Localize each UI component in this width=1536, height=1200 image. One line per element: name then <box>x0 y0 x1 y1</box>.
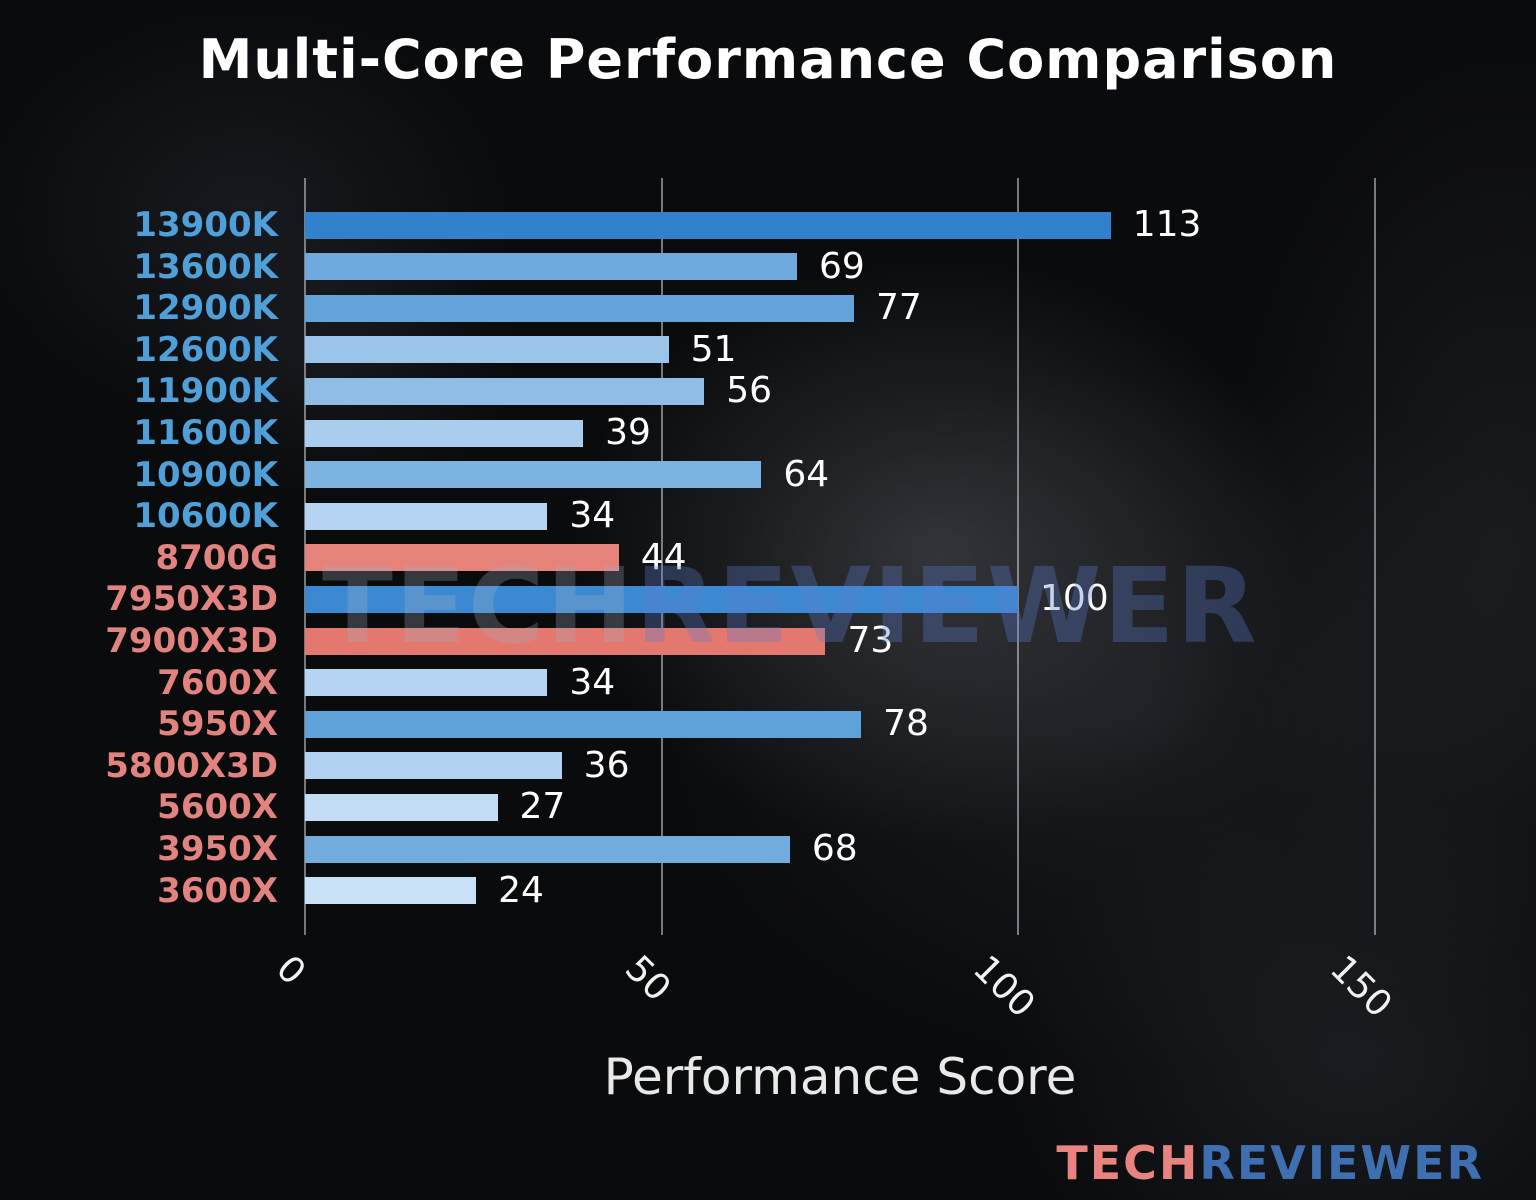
value-label: 34 <box>569 661 616 703</box>
bar <box>305 419 584 447</box>
value-label: 100 <box>1040 578 1109 620</box>
bar <box>305 793 498 821</box>
category-label: 12600K <box>133 329 278 370</box>
bar <box>305 502 548 530</box>
value-label: 34 <box>569 495 616 537</box>
x-tick-label: 50 <box>616 948 678 1010</box>
gridline <box>660 178 663 935</box>
x-axis-label: Performance Score <box>603 1048 1077 1106</box>
x-tick-label: 150 <box>1321 948 1400 1026</box>
gridline <box>1373 178 1376 935</box>
gridline <box>1017 178 1019 935</box>
chart-title: Multi-Core Performance Comparison <box>198 28 1338 91</box>
value-label: 77 <box>876 287 922 329</box>
value-label: 68 <box>811 828 858 869</box>
value-label: 39 <box>605 412 651 453</box>
bar <box>305 544 619 572</box>
value-label: 78 <box>883 703 929 745</box>
brand-logo: TECHREVIEWER <box>1056 1136 1484 1190</box>
x-tick-label: 100 <box>964 948 1043 1026</box>
bar <box>305 253 797 281</box>
bar <box>305 377 705 405</box>
bar <box>305 461 762 489</box>
x-tick-label: 0 <box>267 948 314 994</box>
brand-logo-reviewer: REVIEWER <box>1199 1136 1484 1190</box>
brand-logo-tech: TECH <box>1056 1136 1200 1190</box>
category-label: 12900K <box>133 288 278 329</box>
category-label: 11900K <box>133 371 278 412</box>
category-label: 5600X <box>157 787 278 828</box>
category-label: 5950X <box>157 704 278 745</box>
category-label: 13900K <box>133 205 278 245</box>
bar <box>305 877 477 905</box>
bar <box>305 710 862 738</box>
value-label: 69 <box>818 245 865 287</box>
bar <box>305 294 854 322</box>
value-label: 51 <box>690 328 737 370</box>
value-label: 36 <box>583 744 630 786</box>
value-label: 27 <box>519 786 566 828</box>
bar <box>305 627 826 655</box>
value-label: 44 <box>640 536 687 578</box>
category-label: 3950X <box>157 829 278 869</box>
bar <box>305 211 1111 239</box>
bar <box>305 835 790 863</box>
value-label: 113 <box>1132 204 1202 245</box>
value-label: 73 <box>847 620 894 661</box>
bar <box>305 336 669 364</box>
y-axis-labels: 13900K 13600K 12900K 12600K 11900K 11600K 1090… <box>0 180 292 935</box>
bar <box>305 669 548 697</box>
category-label: 11600K <box>133 413 278 453</box>
category-label: 7950X3D <box>105 579 278 620</box>
category-label: 10900K <box>133 454 278 495</box>
value-label: 24 <box>498 869 544 911</box>
category-label: 13600K <box>133 246 278 287</box>
plot-area: 113 69 77 51 56 39 64 34 44 100 73 34 78 36 27 68 24 <box>304 178 1440 935</box>
bar <box>305 752 562 780</box>
category-label: 10600K <box>133 496 278 537</box>
category-label: 8700G <box>155 537 278 578</box>
value-label: 56 <box>726 370 773 412</box>
bar <box>305 585 1018 613</box>
category-label: 5800X3D <box>105 745 278 786</box>
category-label: 7900X3D <box>105 621 278 661</box>
value-label: 64 <box>783 453 830 495</box>
category-label: 7600X <box>157 662 278 703</box>
category-label: 3600X <box>157 870 278 911</box>
